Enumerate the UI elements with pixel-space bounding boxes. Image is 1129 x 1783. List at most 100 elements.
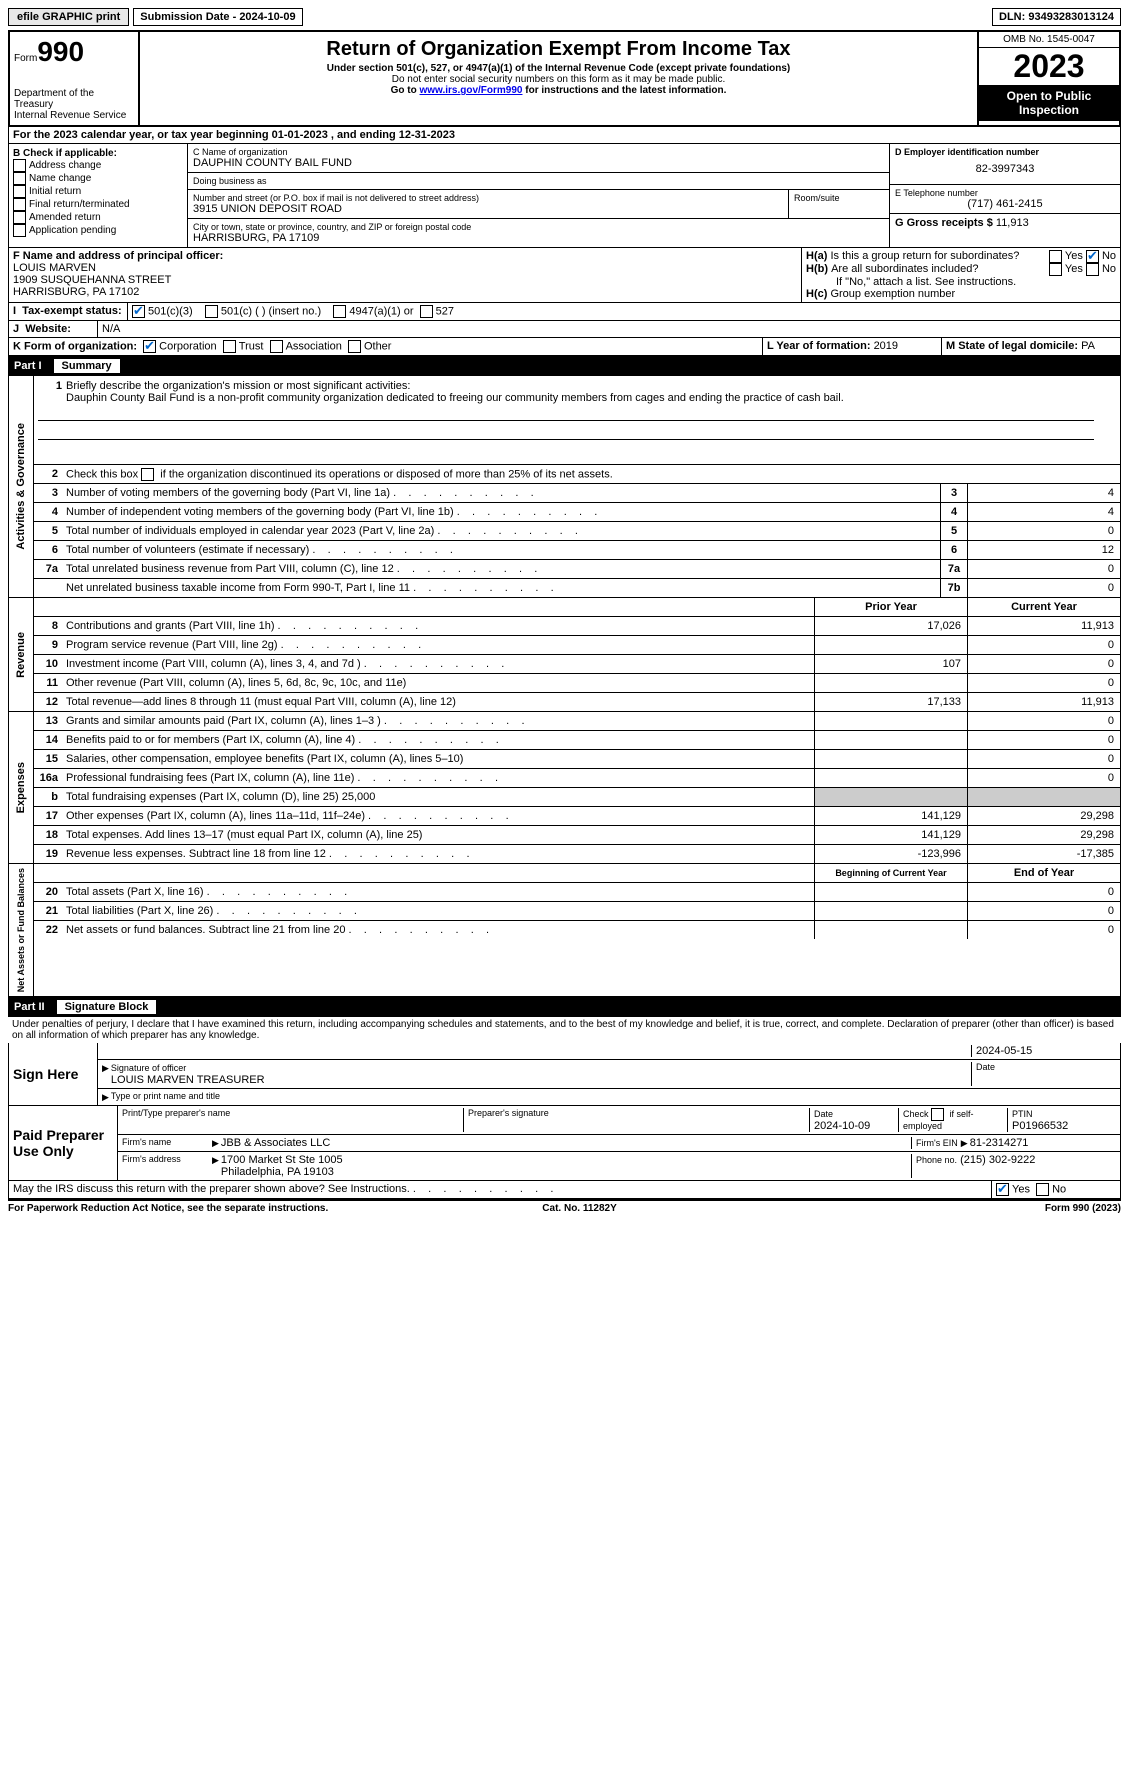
line19-curr: -17,385: [967, 845, 1120, 863]
chk-501c[interactable]: [205, 305, 218, 318]
chk-trust[interactable]: [223, 340, 236, 353]
firm-phone-label: Phone no.: [916, 1155, 957, 1165]
line18-curr: 29,298: [967, 826, 1120, 844]
prep-name-label: Print/Type preparer's name: [122, 1108, 464, 1132]
addr-row: Number and street (or P.O. box if mail i…: [188, 190, 889, 219]
mission-text: Dauphin County Bail Fund is a non-profit…: [38, 392, 844, 404]
line9-label: Program service revenue (Part VIII, line…: [62, 637, 814, 653]
hc-label: Group exemption number: [830, 288, 955, 300]
form-subtitle: Under section 501(c), 527, or 4947(a)(1)…: [144, 63, 973, 74]
hb-yes[interactable]: [1049, 263, 1062, 276]
box-k: K Form of organization: Corporation Trus…: [9, 338, 763, 355]
header-mid: Return of Organization Exempt From Incom…: [140, 32, 977, 125]
chk-pending[interactable]: Application pending: [13, 224, 183, 237]
line20-curr: 0: [967, 883, 1120, 901]
chk-final[interactable]: Final return/terminated: [13, 198, 183, 211]
receipts-label: G Gross receipts $: [895, 217, 996, 229]
page-footer: For Paperwork Reduction Act Notice, see …: [8, 1203, 1121, 1214]
firm-name-label: Firm's name: [122, 1137, 212, 1149]
org-name-cell: C Name of organization DAUPHIN COUNTY BA…: [188, 144, 889, 173]
form-number: Form990: [14, 36, 134, 68]
line8-curr: 11,913: [967, 617, 1120, 635]
line12-prior: 17,133: [814, 693, 967, 711]
hdr-end: End of Year: [967, 864, 1120, 882]
ptin-label: PTIN: [1012, 1109, 1033, 1119]
chk-501c3[interactable]: [132, 305, 145, 318]
efile-button[interactable]: efile GRAPHIC print: [8, 8, 129, 26]
chk-corp[interactable]: [143, 340, 156, 353]
discuss-yes-label: Yes: [1012, 1184, 1030, 1196]
line13-label: Grants and similar amounts paid (Part IX…: [62, 713, 814, 729]
chk-initial[interactable]: Initial return: [13, 185, 183, 198]
hdr-beg: Beginning of Current Year: [814, 864, 967, 882]
chk-amended[interactable]: Amended return: [13, 211, 183, 224]
inspection: Open to PublicInspection: [979, 85, 1119, 121]
exp-vtext: Expenses: [13, 758, 29, 817]
line16a-prior: [814, 769, 967, 787]
box-l: L Year of formation: 2019: [763, 338, 942, 355]
line16b-curr: [967, 788, 1120, 806]
box-k-label: K Form of organization:: [13, 340, 137, 352]
discuss-no[interactable]: [1036, 1183, 1049, 1196]
footer-left: For Paperwork Reduction Act Notice, see …: [8, 1203, 328, 1214]
line15-label: Salaries, other compensation, employee b…: [62, 751, 814, 767]
firm-addr1: 1700 Market St Ste 1005: [221, 1154, 343, 1166]
line5-val: 0: [967, 522, 1120, 540]
inspect2: Inspection: [1019, 103, 1079, 117]
line17-curr: 29,298: [967, 807, 1120, 825]
addr-cell: Number and street (or P.O. box if mail i…: [188, 190, 789, 218]
topbar: efile GRAPHIC print Submission Date - 20…: [8, 8, 1121, 26]
chk-discontinued[interactable]: [141, 468, 154, 481]
firm-ein: 81-2314271: [970, 1137, 1029, 1149]
domicile: PA: [1081, 340, 1095, 352]
ha-no[interactable]: [1086, 250, 1099, 263]
chk-assoc[interactable]: [270, 340, 283, 353]
officer-row: F Name and address of principal officer:…: [8, 248, 1121, 303]
ptin-cell: PTINP01966532: [1008, 1108, 1116, 1132]
discuss-yes[interactable]: [996, 1183, 1009, 1196]
box-j-label: Website:: [25, 323, 71, 335]
website-row: J Website: N/A: [8, 321, 1121, 338]
chk-4947[interactable]: [333, 305, 346, 318]
line16a-curr: 0: [967, 769, 1120, 787]
box-m-label: M State of legal domicile:: [946, 340, 1081, 352]
dept: Department of the Treasury: [14, 88, 134, 110]
chk-527[interactable]: [420, 305, 433, 318]
line16b-prior: [814, 788, 967, 806]
hb-no-label: No: [1102, 263, 1116, 276]
firm-addr2: Philadelphia, PA 19103: [221, 1166, 334, 1178]
arrow-icon: [212, 1154, 221, 1178]
line14-curr: 0: [967, 731, 1120, 749]
col-d: D Employer identification number 82-3997…: [890, 144, 1120, 247]
room-label: Room/suite: [789, 190, 889, 218]
discuss-row: May the IRS discuss this return with the…: [8, 1181, 1121, 1199]
chk-name[interactable]: Name change: [13, 172, 183, 185]
arrow-icon: [212, 1137, 221, 1149]
chk-address[interactable]: Address change: [13, 159, 183, 172]
line20-prior: [814, 883, 967, 901]
irs: Internal Revenue Service: [14, 110, 134, 121]
line7a-val: 0: [967, 560, 1120, 578]
receipts: 11,913: [996, 217, 1029, 229]
part1-header: Part I Summary: [8, 356, 1121, 376]
gov-vtext: Activities & Governance: [13, 419, 29, 554]
arrow-icon: [102, 1091, 111, 1103]
website: N/A: [98, 321, 1120, 337]
omb: OMB No. 1545-0047: [979, 32, 1119, 48]
irs-link[interactable]: www.irs.gov/Form990: [419, 85, 522, 96]
line3-val: 4: [967, 484, 1120, 502]
chk-other[interactable]: [348, 340, 361, 353]
hb-yes-label: Yes: [1065, 263, 1083, 276]
netassets-block: Net Assets or Fund Balances Beginning of…: [8, 864, 1121, 997]
firm-phone: (215) 302-9222: [960, 1154, 1035, 1166]
governance-block: Activities & Governance 1Briefly describ…: [8, 376, 1121, 598]
chk-amended-label: Amended return: [29, 212, 101, 223]
ha-yes[interactable]: [1049, 250, 1062, 263]
hb-no[interactable]: [1086, 263, 1099, 276]
line18-label: Total expenses. Add lines 13–17 (must eq…: [62, 827, 814, 843]
line22-label: Net assets or fund balances. Subtract li…: [62, 922, 814, 938]
opt-527: 527: [436, 305, 454, 317]
prep-date: 2024-10-09: [814, 1120, 870, 1132]
line17-prior: 141,129: [814, 807, 967, 825]
chk-self-emp[interactable]: [931, 1108, 944, 1121]
